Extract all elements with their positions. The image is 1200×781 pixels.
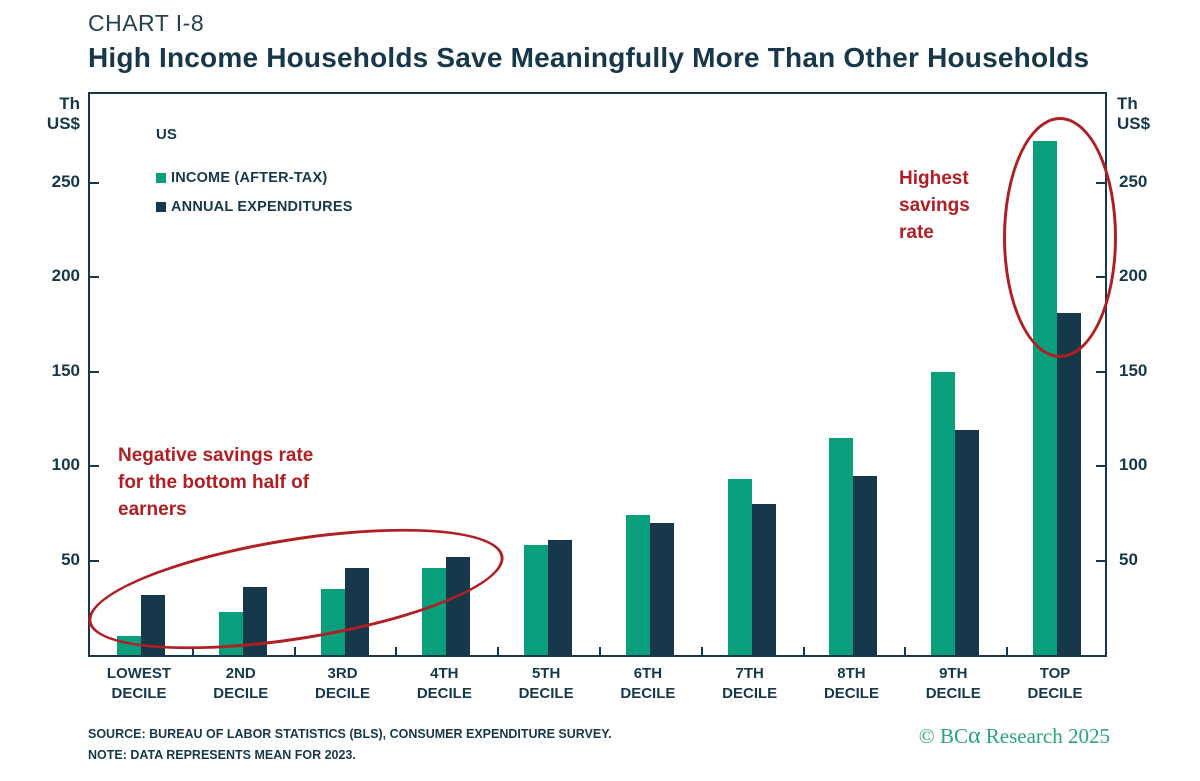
annotation-highest-savings: Highest savings rate xyxy=(899,166,970,247)
bar-annual-expenditures xyxy=(955,430,980,655)
y-axis-label-left: 50 xyxy=(61,549,80,569)
x-axis-label: 8TH DECILE xyxy=(823,665,879,703)
bar-annual-expenditures xyxy=(242,587,267,655)
bar-annual-expenditures xyxy=(141,595,165,655)
x-axis-tick xyxy=(701,647,703,655)
y-axis-tick xyxy=(1096,370,1105,373)
y-axis-label-right: 200 xyxy=(1119,266,1148,286)
bar-income-after-tax- xyxy=(218,612,243,655)
x-axis-label: 4TH DECILE xyxy=(416,665,472,703)
expenditures-swatch-icon xyxy=(156,202,166,212)
bar-income-after-tax- xyxy=(727,479,752,655)
annotation-line: for the bottom half of xyxy=(118,471,310,493)
bar-annual-expenditures xyxy=(1057,313,1082,655)
y-axis-tick xyxy=(1096,465,1105,468)
x-axis-label: 6TH DECILE xyxy=(620,665,676,703)
right-axis-unit: Th US$ xyxy=(1117,94,1177,135)
x-axis-tick xyxy=(294,647,296,655)
legend: US INCOME (AFTER-TAX) ANNUAL EXPENDITURE… xyxy=(156,126,353,228)
bar-income-after-tax- xyxy=(625,515,650,655)
bar-income-after-tax- xyxy=(524,545,549,655)
bar-income-after-tax- xyxy=(931,372,956,655)
bca-research-logo: © BCα Research 2025 xyxy=(870,724,1110,749)
alpha-glyph: α xyxy=(967,723,981,749)
bar-annual-expenditures xyxy=(446,557,471,655)
bar-income-after-tax- xyxy=(117,636,141,655)
bar-annual-expenditures xyxy=(344,568,369,655)
y-axis-tick xyxy=(1096,559,1105,562)
legend-item-income: INCOME (AFTER-TAX) xyxy=(156,170,353,186)
annotation-line: rate xyxy=(899,221,934,243)
unit-line1: Th xyxy=(59,94,80,113)
credit-suffix: Research 2025 xyxy=(980,724,1110,748)
y-axis-label-left: 150 xyxy=(51,360,80,380)
y-axis-tick xyxy=(90,370,99,373)
x-axis-tick xyxy=(192,647,194,655)
x-axis-label: 7TH DECILE xyxy=(722,665,778,703)
y-axis-label-right: 150 xyxy=(1119,360,1148,380)
x-axis-label: 9TH DECILE xyxy=(925,665,981,703)
y-axis-tick xyxy=(90,276,99,279)
bar-annual-expenditures xyxy=(649,523,674,655)
legend-item-expenditures: ANNUAL EXPENDITURES xyxy=(156,199,353,215)
bar-income-after-tax- xyxy=(1033,141,1058,655)
y-axis-tick xyxy=(1096,276,1105,279)
y-axis-tick xyxy=(90,465,99,468)
bar-income-after-tax- xyxy=(422,568,447,655)
y-axis-label-left: 100 xyxy=(51,455,80,475)
y-axis-tick xyxy=(1096,181,1105,184)
x-axis-tick xyxy=(395,647,397,655)
y-axis-label-left: 200 xyxy=(51,266,80,286)
y-axis-label-right: 100 xyxy=(1119,455,1148,475)
legend-item-label: INCOME (AFTER-TAX) xyxy=(171,170,328,186)
annotation-line: earners xyxy=(118,498,187,520)
y-axis-tick xyxy=(90,181,99,184)
annotation-negative-savings: Negative savings rate for the bottom hal… xyxy=(118,443,313,524)
bar-annual-expenditures xyxy=(548,540,573,655)
x-axis-tick xyxy=(904,647,906,655)
annotation-line: Negative savings rate xyxy=(118,445,314,466)
x-axis-tick xyxy=(599,647,601,655)
x-axis-label: 5TH DECILE xyxy=(518,665,574,703)
annotation-line: Highest xyxy=(899,168,969,189)
x-axis-label: 2ND DECILE xyxy=(213,665,269,703)
chart-title: High Income Households Save Meaningfully… xyxy=(88,42,1090,73)
y-axis-tick xyxy=(90,559,99,562)
note-text: NOTE: DATA REPRESENTS MEAN FOR 2023. xyxy=(88,748,356,762)
income-swatch-icon xyxy=(156,173,166,183)
unit-line2: US$ xyxy=(1117,114,1151,134)
legend-region-label: US xyxy=(156,126,177,143)
x-axis-tick xyxy=(497,647,499,655)
credit-prefix: © BC xyxy=(918,724,968,748)
bar-income-after-tax- xyxy=(829,438,854,655)
source-text: SOURCE: BUREAU OF LABOR STATISTICS (BLS)… xyxy=(88,727,612,741)
annotation-line: savings xyxy=(899,194,970,216)
unit-line1: Th xyxy=(1117,94,1138,113)
bar-income-after-tax- xyxy=(320,589,345,655)
plot-area xyxy=(88,92,1107,657)
x-axis-label: 3RD DECILE xyxy=(315,665,371,703)
chart-number-label: CHART I-8 xyxy=(88,10,205,36)
bar-annual-expenditures xyxy=(853,476,878,655)
legend-item-label: ANNUAL EXPENDITURES xyxy=(171,199,353,215)
x-axis-tick xyxy=(1006,647,1008,655)
y-axis-label-right: 50 xyxy=(1119,549,1138,569)
y-axis-label-right: 250 xyxy=(1119,171,1148,191)
y-axis-label-left: 250 xyxy=(51,171,80,191)
left-axis-unit: Th US$ xyxy=(28,94,80,135)
x-axis-label: LOWEST DECILE xyxy=(106,665,172,703)
bar-annual-expenditures xyxy=(751,504,776,655)
x-axis-label: TOP DECILE xyxy=(1027,665,1083,703)
unit-line2: US$ xyxy=(46,114,80,134)
x-axis-tick xyxy=(803,647,805,655)
